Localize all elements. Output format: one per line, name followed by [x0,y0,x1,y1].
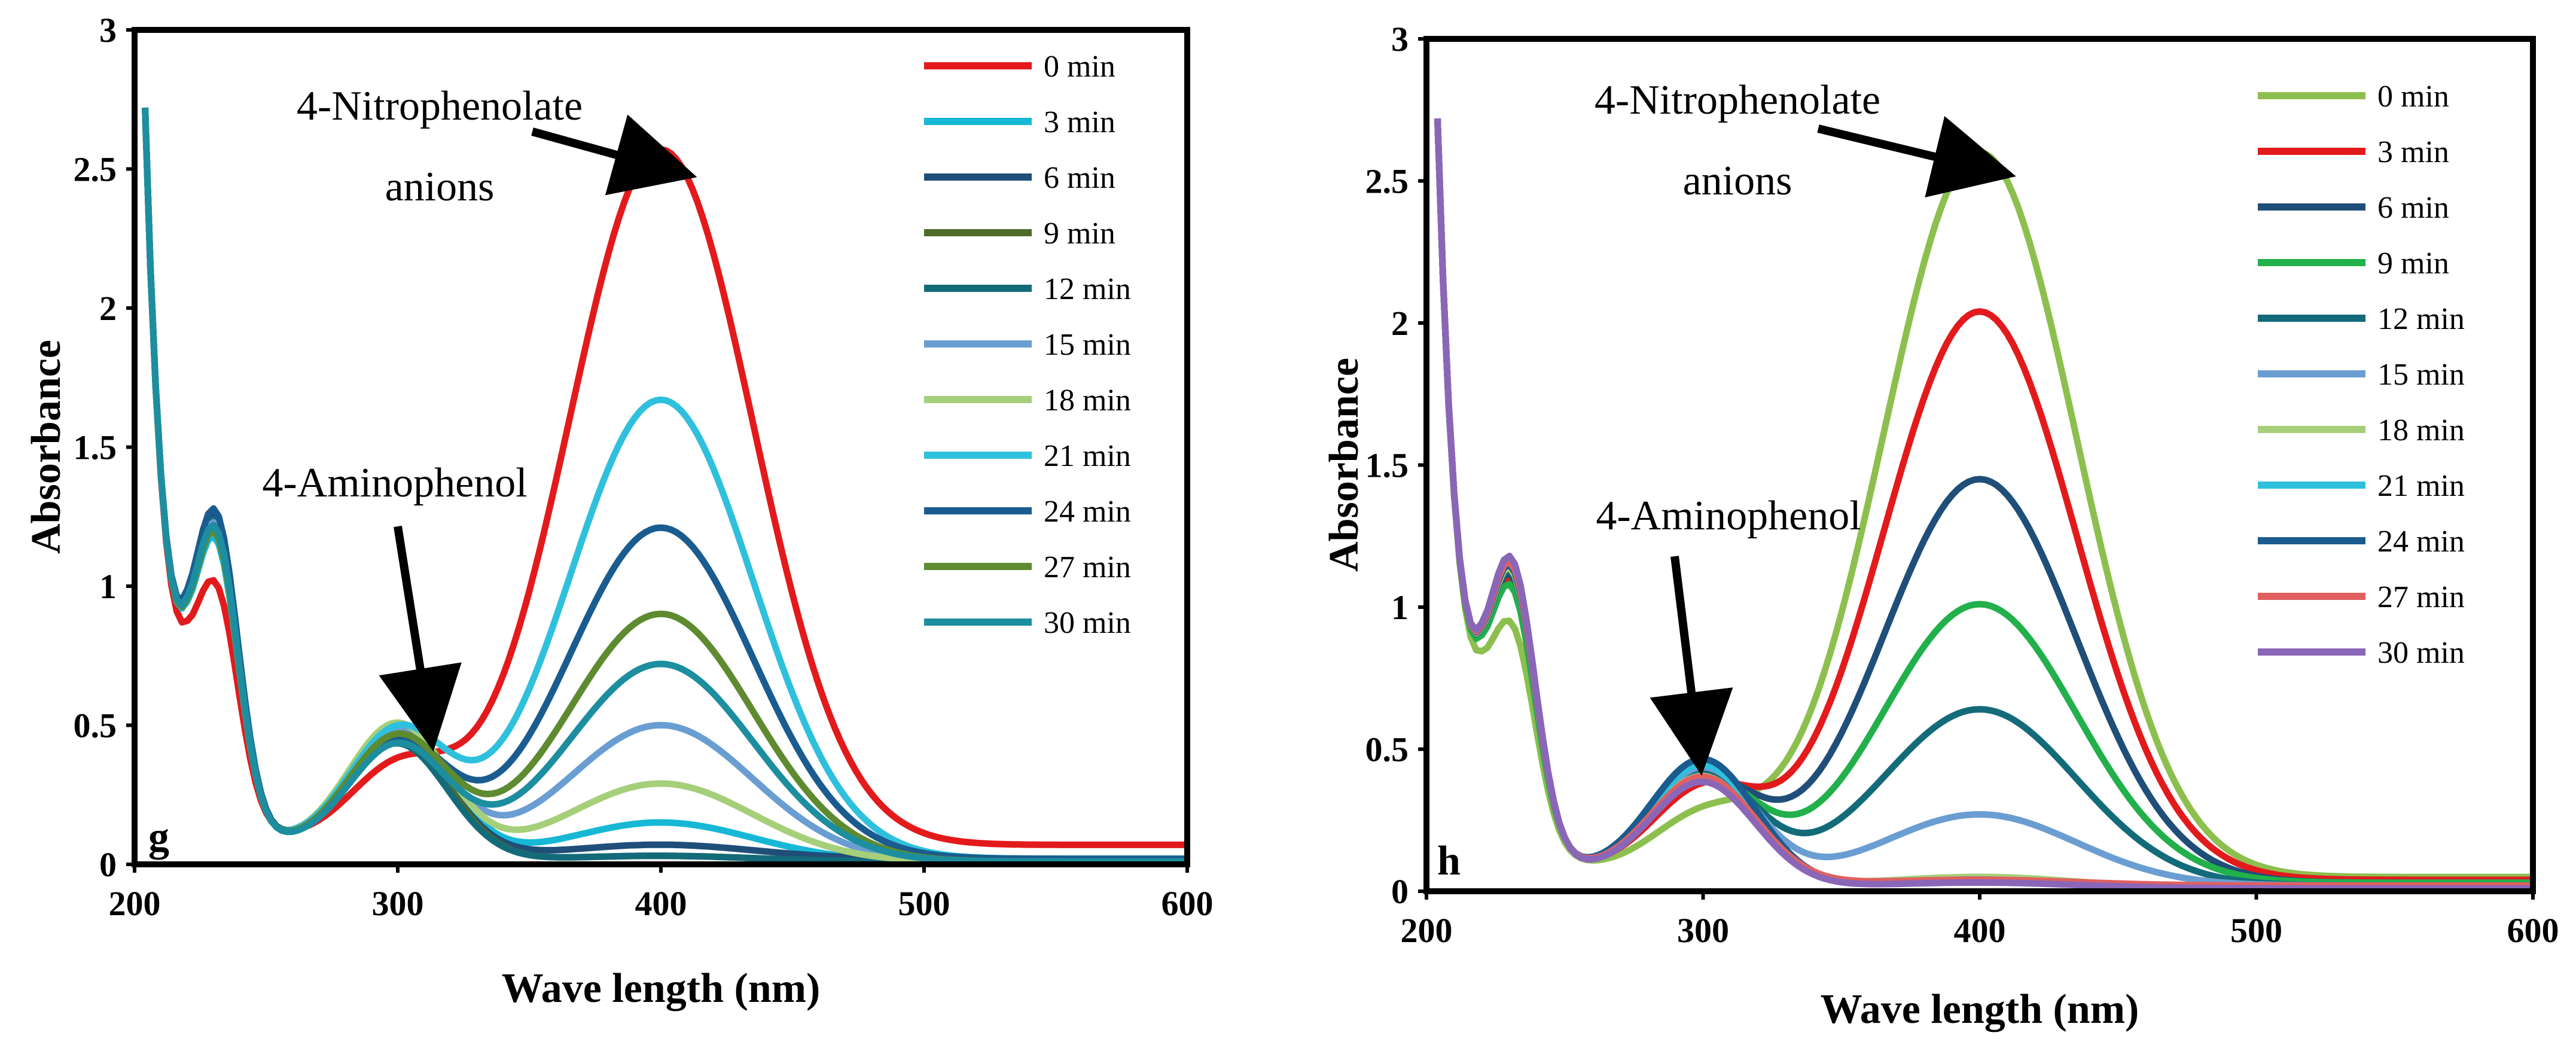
arrow-icon [379,525,462,752]
x-tick-label: 600 [2507,911,2559,950]
legend-label: 24 min [2377,525,2465,559]
x-tick-label: 300 [1677,911,1729,950]
y-tick-label: 0.5 [74,706,117,745]
legend-label: 6 min [1044,161,1115,195]
x-tick-label: 400 [1954,911,2006,950]
legend-label: 6 min [2377,191,2449,225]
plot-frame [132,27,1190,867]
y-tick-label: 2 [99,289,117,328]
annotation-line-2: anions [385,164,495,210]
y-tick-label: 0 [99,845,117,884]
legend-label: 18 min [2377,413,2465,447]
legend-label: 3 min [1044,105,1115,139]
y-tick-label: 0.5 [1365,730,1409,769]
y-tick-label: 1.5 [74,428,117,467]
annotation-nitrophenolate: 4-Nitrophenolate anions [297,83,697,210]
chart-panel-h: 0 0.5 1 1.5 2 2.5 3 200 300 400 500 600 Wave lengt… [1321,20,2559,1032]
legend-label: 9 min [2377,246,2449,281]
legend-label: 9 min [1044,217,1115,251]
x-tick-label: 500 [898,884,950,923]
legend-label: 27 min [2377,580,2465,614]
x-tick-label: 400 [635,884,687,923]
legend-label: 0 min [1044,50,1115,84]
y-tick-label: 2.5 [74,150,117,189]
annotation-line-1: 4-Aminophenol [262,460,527,506]
y-axis-title: Absorbance [1321,358,1367,572]
y-tick-label: 0 [1391,872,1409,911]
y-tick-label: 2 [1391,304,1409,343]
legend-label: 21 min [1044,439,1131,473]
annotation-aminophenol: 4-Aminophenol [1596,493,1861,776]
legend-label: 27 min [1044,550,1131,584]
arrow-icon [531,114,697,196]
y-tick-label: 3 [1391,20,1409,59]
panel-label: g [148,814,169,860]
arrow-icon [1817,115,2016,198]
legend-label: 21 min [2377,469,2465,503]
annotation-line-1: 4-Aminophenol [1596,493,1861,539]
arrow-icon [1650,556,1733,776]
annotation-line-1: 4-Nitrophenolate [1595,77,1880,123]
x-tick-label: 600 [1162,884,1214,923]
legend-label: 12 min [1044,272,1131,306]
x-tick-label: 200 [109,884,161,923]
y-tick-label: 1 [99,567,117,606]
panel-label: h [1437,838,1461,884]
x-axis-title: Wave length (nm) [502,965,821,1011]
legend-label: 30 min [1044,606,1131,640]
y-tick-label: 1.5 [1365,446,1409,485]
legend-label: 15 min [1044,328,1131,362]
x-axis-title: Wave length (nm) [1821,986,2139,1032]
annotation-line-1: 4-Nitrophenolate [297,83,583,129]
legend-label: 15 min [2377,358,2465,392]
y-tick-label: 1 [1391,588,1409,627]
legend-label: 30 min [2377,636,2465,670]
legend-label: 12 min [2377,302,2465,336]
chart-panel-g: 0 0.5 1 1.5 2 2.5 3 200 300 400 500 600 Wave lengt… [23,11,1214,1011]
annotation-nitrophenolate: 4-Nitrophenolate anions [1595,77,2016,204]
legend-label: 3 min [2377,135,2449,169]
x-tick-label: 300 [372,884,424,923]
legend: 0 min 3 min 6 min 9 min 12 min 15 min 18 min 21… [2258,80,2465,670]
y-axis-title: Absorbance [23,340,69,554]
annotation-line-2: anions [1683,158,1792,204]
x-tick-label: 500 [2230,911,2282,950]
y-tick-label: 3 [99,11,117,50]
legend-label: 0 min [2377,80,2449,114]
legend: 0 min 3 min 6 min 9 min 12 min 15 min 18 min 21… [924,50,1131,640]
annotation-aminophenol: 4-Aminophenol [262,460,528,752]
legend-label: 24 min [1044,495,1131,529]
y-tick-label: 2.5 [1365,162,1409,201]
legend-label: 18 min [1044,383,1131,418]
x-tick-label: 200 [1401,911,1453,950]
